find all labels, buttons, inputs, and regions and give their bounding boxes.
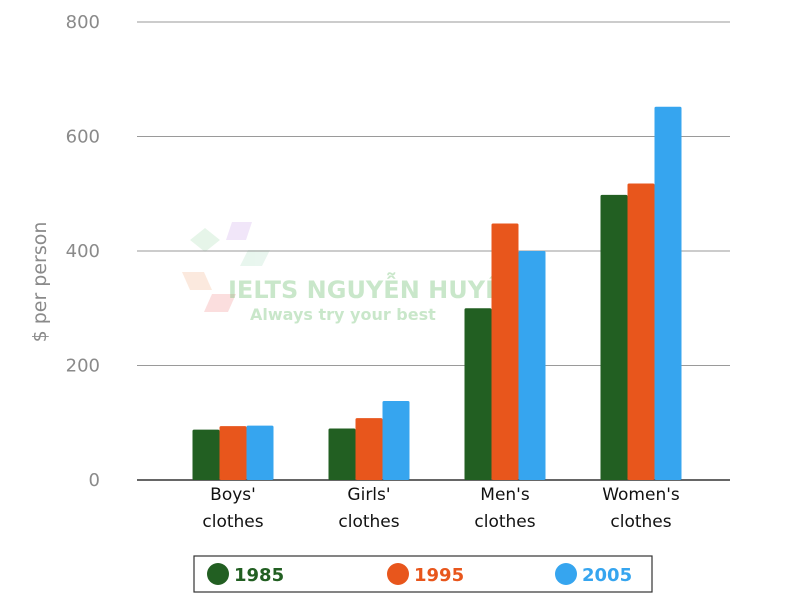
y-tick-label: 400	[66, 241, 100, 262]
bar-2005-0	[246, 425, 274, 480]
y-tick-label: 200	[66, 356, 100, 377]
watermark-title: IELTS NGUYỄN HUYỀN	[228, 271, 522, 304]
legend-swatch-1985	[207, 563, 229, 585]
bar-2005-3	[654, 106, 682, 480]
legend-label-2005: 2005	[582, 565, 632, 586]
bar-1985-2	[464, 308, 492, 480]
bar-1985-0	[192, 429, 220, 480]
y-tick-label: 600	[66, 127, 100, 148]
x-category-label: Boys'	[210, 485, 256, 505]
bar-1995-3	[627, 183, 655, 480]
bars	[192, 106, 682, 480]
y-axis-ticks: 0 200 400 600 800	[66, 12, 100, 491]
legend: 1985 1995 2005	[193, 555, 653, 593]
x-category-label: clothes	[338, 512, 399, 532]
watermark-logo	[182, 222, 270, 312]
y-tick-label: 800	[66, 12, 100, 33]
bar-1985-3	[600, 194, 628, 480]
x-category-label: Men's	[480, 485, 530, 505]
legend-label-1995: 1995	[414, 565, 464, 586]
x-category-label: clothes	[474, 512, 535, 532]
x-category-label: clothes	[202, 512, 263, 532]
x-category-label: Women's	[602, 485, 680, 505]
y-tick-label: 0	[89, 470, 100, 491]
legend-swatch-2005	[555, 563, 577, 585]
x-category-label: clothes	[610, 512, 671, 532]
x-category-label: Girls'	[347, 485, 390, 505]
legend-swatch-1995	[387, 563, 409, 585]
bar-2005-1	[382, 400, 410, 480]
watermark-tagline: Always try your best	[250, 305, 436, 324]
x-axis-labels: Boys' clothes Girls' clothes Men's clothes Wom…	[202, 485, 680, 532]
bar-1985-1	[328, 428, 356, 480]
bar-1995-2	[491, 223, 519, 480]
bar-2005-2	[518, 251, 546, 480]
legend-label-1985: 1985	[234, 565, 284, 586]
bar-1995-1	[355, 418, 383, 480]
y-axis-title: $ per person	[29, 222, 51, 343]
watermark: IELTS NGUYỄN HUYỀN Always try your best	[182, 222, 522, 324]
bar-1995-0	[219, 426, 247, 480]
